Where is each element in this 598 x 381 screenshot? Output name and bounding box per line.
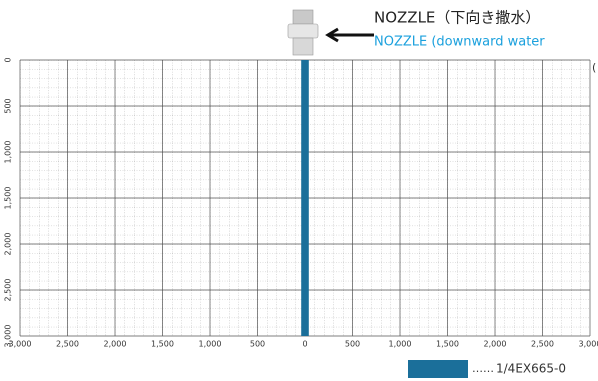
x-tick-label: 2,000 [104,340,127,349]
subtitle: NOZZLE (downward water [374,35,545,50]
title: NOZZLE（下向き撒水） [374,9,540,27]
x-tick-label: 3,000 [579,340,598,349]
x-tick-label: 2,500 [531,340,554,349]
y-tick-label: 0 [4,57,13,62]
x-tick-label: 1,000 [199,340,222,349]
x-tick-label: 3,000 [9,340,32,349]
x-tick-label: 500 [250,340,265,349]
nozzle-tip [292,37,314,56]
y-tick-label: 2,000 [4,233,13,256]
y-tick-label: 3,000 [4,325,13,348]
legend-swatch [408,360,468,378]
edge-text: ( [592,61,596,74]
x-tick-label: 1,000 [389,340,412,349]
y-tick-label: 1,000 [4,141,13,164]
nozzle-top [292,9,314,25]
nozzle [287,9,319,56]
y-tick-label: 1,500 [4,187,13,210]
legend-leader: …… [472,362,494,375]
x-tick-label: 0 [302,340,307,349]
nozzle-hex [287,23,319,39]
y-tick-label: 2,500 [4,279,13,302]
arrow [325,27,374,43]
x-tick-label: 1,500 [436,340,459,349]
x-tick-label: 500 [345,340,360,349]
x-tick-label: 1,500 [151,340,174,349]
x-tick-label: 2,500 [56,340,79,349]
spray-band [301,60,309,336]
x-tick-label: 2,000 [484,340,507,349]
y-tick-label: 500 [4,98,13,113]
legend-label: 1/4EX665-0 [496,362,566,376]
